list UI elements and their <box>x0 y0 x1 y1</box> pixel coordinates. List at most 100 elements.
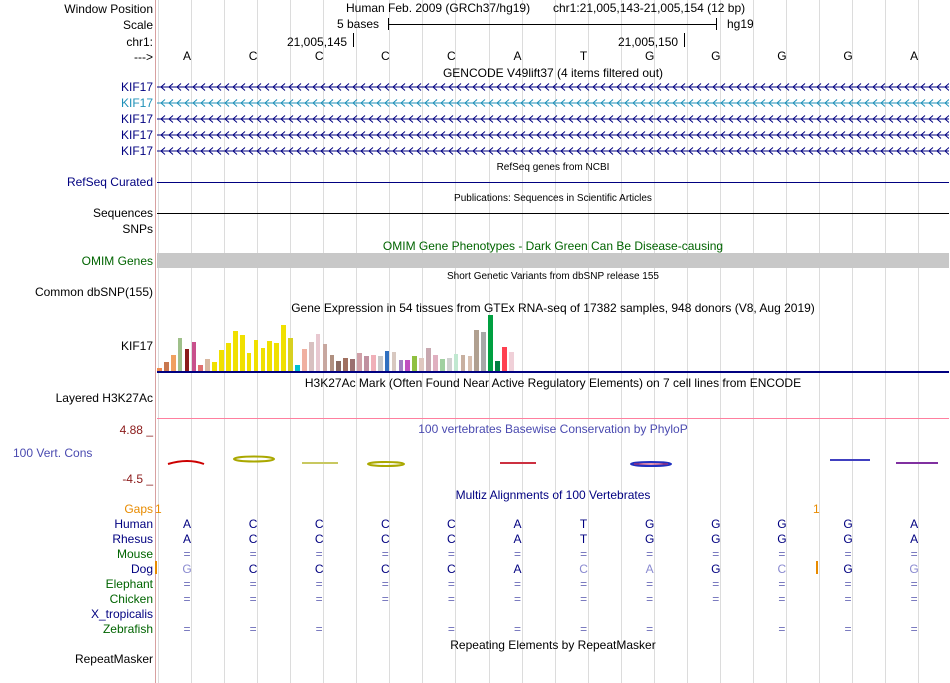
gtex-tissue-bar[interactable] <box>329 355 335 371</box>
alignment-base: = <box>580 577 588 591</box>
species-label-chicken[interactable]: Chicken <box>109 592 153 606</box>
species-label-mouse[interactable]: Mouse <box>116 547 153 561</box>
phylop-track-title[interactable]: 100 vertebrates Basewise Conservation by… <box>418 422 688 436</box>
gencode-gene-label[interactable]: KIF17 <box>120 144 153 158</box>
h3k27ac-signal-line[interactable] <box>157 418 949 419</box>
omim-track-title[interactable]: OMIM Gene Phenotypes - Dark Green Can Be… <box>382 239 724 253</box>
gtex-tissue-bar[interactable] <box>446 358 452 371</box>
gencode-gene-label[interactable]: KIF17 <box>120 96 153 110</box>
omim-gene-bar[interactable] <box>157 253 949 268</box>
gaps-label[interactable]: Gaps <box>124 502 153 516</box>
alignment-base: G <box>182 562 192 576</box>
gtex-tissue-bar[interactable] <box>212 362 217 371</box>
gtex-tissue-bar[interactable] <box>281 325 286 371</box>
h3k27ac-label[interactable]: Layered H3K27Ac <box>55 391 153 405</box>
gtex-tissue-bar[interactable] <box>474 330 480 371</box>
alignment-base: C <box>248 562 258 576</box>
gtex-tissue-bar[interactable] <box>419 358 424 371</box>
gtex-tissue-bar[interactable] <box>295 365 300 371</box>
gtex-tissue-bar[interactable] <box>398 360 404 371</box>
refseq-track-title[interactable]: RefSeq genes from NCBI <box>496 162 610 173</box>
gtex-tissue-bar[interactable] <box>488 315 493 371</box>
phylop-label[interactable]: 100 Vert. Cons <box>13 446 93 460</box>
gencode-gene-label[interactable]: KIF17 <box>120 112 153 126</box>
multiz-track-title[interactable]: Multiz Alignments of 100 Vertebrates <box>455 488 651 502</box>
gtex-tissue-bar[interactable] <box>460 355 466 371</box>
publications-track-title[interactable]: Publications: Sequences in Scientific Ar… <box>454 193 652 204</box>
gtex-tissue-bar[interactable] <box>384 351 390 371</box>
gtex-tissue-bar[interactable] <box>177 338 183 371</box>
species-label-dog[interactable]: Dog <box>130 562 153 576</box>
gtex-tissue-bar[interactable] <box>219 350 224 371</box>
snps-label[interactable]: SNPs <box>122 222 153 236</box>
gtex-tissue-bar[interactable] <box>315 334 321 371</box>
gtex-tissue-bar[interactable] <box>226 343 231 371</box>
alignment-base: = <box>712 592 720 606</box>
gtex-tissue-bar[interactable] <box>502 347 507 371</box>
gtex-tissue-bar[interactable] <box>508 352 514 371</box>
gtex-tissue-bar[interactable] <box>433 355 438 371</box>
gtex-tissue-bar[interactable] <box>198 365 204 371</box>
gtex-tissue-bar[interactable] <box>246 353 252 371</box>
gtex-tissue-bar[interactable] <box>191 342 197 371</box>
gtex-tissue-bar[interactable] <box>439 359 445 371</box>
gtex-tissue-bar[interactable] <box>364 356 369 371</box>
gtex-tissue-bar[interactable] <box>308 342 314 371</box>
dbsnp-track-title[interactable]: Short Genetic Variants from dbSNP releas… <box>447 271 659 282</box>
gencode-gene-line[interactable] <box>157 82 949 92</box>
gtex-tissue-bar[interactable] <box>157 368 162 371</box>
gtex-tissue-bar[interactable] <box>343 358 349 371</box>
species-label-rhesus[interactable]: Rhesus <box>112 532 153 546</box>
species-label-human[interactable]: Human <box>114 517 153 531</box>
gtex-tissue-bar[interactable] <box>495 361 500 371</box>
gtex-tissue-bar[interactable] <box>481 332 487 371</box>
gencode-gene-line[interactable] <box>157 98 949 108</box>
species-label-x_tropicalis[interactable]: X_tropicalis <box>90 607 153 621</box>
gtex-tissue-bar[interactable] <box>426 348 431 371</box>
gtex-tissue-bar[interactable] <box>288 338 293 371</box>
gtex-tissue-bar[interactable] <box>412 356 418 371</box>
gtex-tissue-bar[interactable] <box>377 356 383 371</box>
h3k27ac-track-title[interactable]: H3K27Ac Mark (Often Found Near Active Re… <box>304 376 802 390</box>
species-label-zebrafish[interactable]: Zebrafish <box>102 622 153 636</box>
gtex-tissue-bar[interactable] <box>453 354 459 371</box>
gtex-tissue-bar[interactable] <box>184 349 190 371</box>
gtex-tissue-bar[interactable] <box>301 349 307 371</box>
gtex-tissue-bar[interactable] <box>391 352 397 371</box>
gencode-track-title[interactable]: GENCODE V49lift37 (4 items filtered out) <box>442 66 664 80</box>
omim-label[interactable]: OMIM Genes <box>81 254 153 268</box>
phylop-signal[interactable] <box>156 450 950 472</box>
sequences-label[interactable]: Sequences <box>92 206 153 220</box>
refseq-label[interactable]: RefSeq Curated <box>66 175 153 189</box>
gtex-tissue-bar[interactable] <box>205 359 211 371</box>
gtex-label[interactable]: KIF17 <box>120 339 153 353</box>
repeatmasker-label[interactable]: RepeatMasker <box>74 652 153 666</box>
gtex-tissue-bar[interactable] <box>267 341 273 371</box>
gtex-tissue-bar[interactable] <box>370 355 376 371</box>
gtex-tissue-bar[interactable] <box>350 359 355 371</box>
repeatmasker-track-title[interactable]: Repeating Elements by RepeatMasker <box>450 638 656 652</box>
gtex-tissue-bar[interactable] <box>163 362 169 371</box>
gtex-tissue-bar[interactable] <box>260 348 266 371</box>
publications-line[interactable] <box>157 213 949 214</box>
gtex-tissue-bar[interactable] <box>357 353 362 371</box>
dbsnp-label[interactable]: Common dbSNP(155) <box>34 285 153 299</box>
gtex-tissue-bar[interactable] <box>322 344 328 371</box>
species-label-elephant[interactable]: Elephant <box>105 577 153 591</box>
gencode-gene-label[interactable]: KIF17 <box>120 128 153 142</box>
window-position-label: Window Position <box>64 2 153 16</box>
gencode-gene-line[interactable] <box>157 146 949 156</box>
gtex-tissue-bar[interactable] <box>170 355 176 371</box>
refseq-gene-line[interactable] <box>157 182 949 183</box>
gencode-gene-label[interactable]: KIF17 <box>120 80 153 94</box>
gtex-tissue-bar[interactable] <box>336 361 342 371</box>
gencode-gene-line[interactable] <box>157 114 949 124</box>
gtex-tissue-bar[interactable] <box>239 335 245 371</box>
gencode-gene-line[interactable] <box>157 130 949 140</box>
gtex-tissue-bar[interactable] <box>232 331 238 371</box>
gtex-tissue-bar[interactable] <box>467 356 473 371</box>
gtex-tissue-bar[interactable] <box>405 360 411 371</box>
gtex-track-title[interactable]: Gene Expression in 54 tissues from GTEx … <box>291 301 815 315</box>
gtex-tissue-bar[interactable] <box>274 343 280 371</box>
gtex-tissue-bar[interactable] <box>253 340 259 371</box>
